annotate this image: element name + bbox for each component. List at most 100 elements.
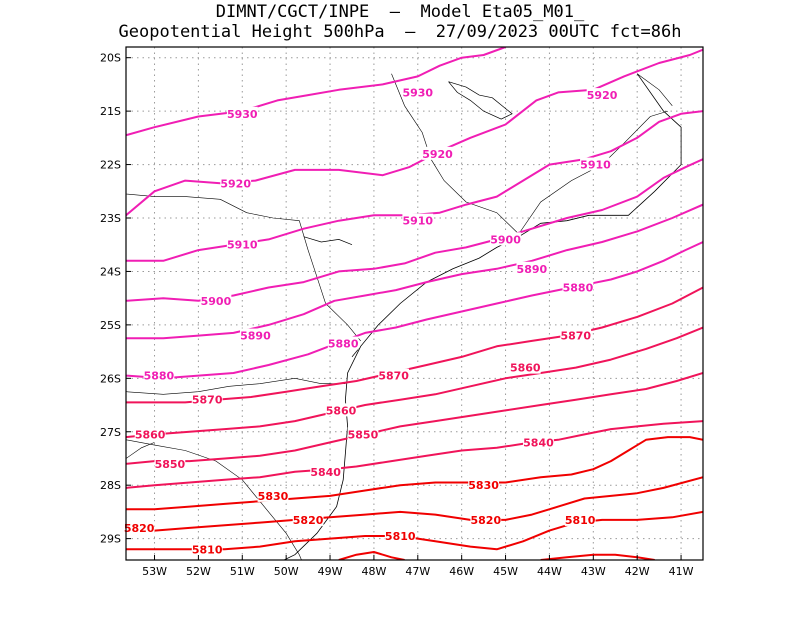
lon-tick-label: 49W	[318, 565, 343, 578]
state-border	[126, 193, 361, 342]
state-border	[126, 377, 346, 395]
state-border	[126, 442, 155, 459]
coastline	[283, 73, 682, 560]
lake-outline	[303, 236, 353, 246]
state-border	[391, 73, 519, 235]
contour-label-bg	[516, 261, 548, 275]
contour-label-5900: 5900	[201, 295, 232, 308]
contour-label-bg	[509, 360, 541, 374]
contour-label-bg	[384, 528, 416, 542]
contour-label-bg	[562, 280, 594, 294]
contour-label-5820: 5820	[293, 514, 324, 527]
state-border	[637, 73, 673, 106]
contour-label-bg	[310, 464, 342, 478]
contour-label-5850: 5850	[348, 428, 379, 441]
lat-tick-label: 24S	[100, 265, 121, 278]
contour-labels: 5930 5930 5920 5920 5920 5910 5910 5910 5900 5900…	[123, 85, 618, 556]
contour-label-bg	[327, 336, 359, 350]
title-line-1: DIMNT/CGCT/INPE — Model Eta05_M01_	[215, 2, 585, 22]
contour-label-5860: 5860	[326, 404, 357, 417]
contour-label-5830: 5830	[258, 490, 289, 503]
lon-tick-label: 43W	[581, 565, 606, 578]
axis-layer: 20S 21S 22S 23S 24S 25S 26S 27S 28S 29S 53W 52W 51W 5…	[100, 52, 694, 578]
contour-label-5860: 5860	[135, 428, 166, 441]
contour-label-bg	[220, 176, 252, 190]
contour-label-bg	[240, 328, 271, 342]
lon-tick-label: 48W	[361, 565, 386, 578]
lat-tick-label: 20S	[100, 52, 121, 65]
lon-tick-label: 42W	[625, 565, 650, 578]
lon-tick-label: 51W	[230, 565, 255, 578]
contour-label-5830: 5830	[468, 479, 499, 492]
contour-label-5890: 5890	[240, 330, 271, 343]
contour-label-bg	[143, 368, 175, 382]
contour-label-5840: 5840	[310, 466, 341, 479]
contour-label-5820: 5820	[470, 514, 501, 527]
contour-label-bg	[422, 146, 453, 160]
contour-label-5900: 5900	[490, 233, 521, 246]
contour-label-bg	[402, 213, 434, 227]
contour-label-bg	[292, 512, 324, 526]
lon-tick-label: 41W	[669, 565, 694, 578]
map-title: DIMNT/CGCT/INPE — Model Eta05_M01_ Geopot…	[0, 2, 800, 42]
contour-label-bg	[580, 157, 611, 171]
contour-label-bg	[347, 427, 379, 441]
contour-label-5930: 5930	[402, 86, 433, 99]
lat-tick-label: 21S	[100, 105, 121, 118]
contour-label-5910: 5910	[402, 215, 433, 228]
contour-5850	[126, 372, 703, 465]
contour-label-bg	[154, 456, 186, 470]
state-border	[126, 439, 302, 560]
lon-tick-label: 47W	[405, 565, 430, 578]
lat-tick-label: 27S	[100, 426, 121, 439]
contour-5860	[126, 326, 703, 439]
lat-tick-label: 23S	[100, 212, 121, 225]
contour-label-bg	[325, 403, 357, 417]
contour-label-5850: 5850	[155, 458, 186, 471]
geography-layer	[126, 73, 682, 560]
contour-5840	[126, 420, 703, 489]
contour-label-5860: 5860	[510, 362, 541, 375]
contour-label-bg	[470, 512, 502, 526]
contour-5810	[126, 510, 703, 551]
contour-5830	[126, 436, 703, 511]
lon-tick-label: 45W	[493, 565, 518, 578]
contour-label-5810: 5810	[385, 530, 416, 543]
contour-5890	[126, 203, 703, 340]
contour-label-5870: 5870	[560, 330, 591, 343]
contour-label-bg	[468, 478, 500, 492]
contour-5880	[126, 241, 703, 380]
contour-label-5910: 5910	[580, 159, 611, 172]
lon-tick-label: 50W	[274, 565, 299, 578]
contour-5900	[126, 158, 703, 302]
contour-label-bg	[402, 85, 434, 99]
title-line-2: Geopotential Height 500hPa — 27/09/2023 …	[118, 22, 682, 42]
contour-label-5880: 5880	[563, 281, 594, 294]
contour-label-bg	[134, 427, 166, 441]
lat-tick-label: 28S	[100, 479, 121, 492]
contour-label-bg	[490, 232, 521, 246]
contour-label-bg	[200, 293, 232, 307]
lon-tick-label: 46W	[449, 565, 474, 578]
lat-tick-label: 26S	[100, 372, 121, 385]
contour-label-bg	[191, 392, 223, 406]
contour-label-5920: 5920	[220, 177, 251, 190]
contour-5930	[126, 47, 506, 137]
contour-label-5880: 5880	[328, 338, 359, 351]
lat-tick-label: 29S	[100, 533, 121, 546]
contour-label-bg	[257, 488, 289, 502]
contour-label-bg	[378, 368, 410, 382]
contour-label-5880: 5880	[144, 370, 175, 383]
contour-5820	[126, 476, 703, 532]
lat-tick-label: 25S	[100, 319, 121, 332]
contour-label-5810: 5810	[192, 543, 223, 556]
contour-label-5820: 5820	[124, 522, 155, 535]
contour-label-bg	[586, 88, 618, 102]
lon-tick-label: 44W	[537, 565, 562, 578]
contour-label-5810: 5810	[565, 514, 596, 527]
lake-outline	[448, 81, 513, 120]
contour-5800	[540, 553, 655, 560]
contour-label-bg	[560, 328, 592, 342]
contour-label-bg	[191, 542, 223, 556]
